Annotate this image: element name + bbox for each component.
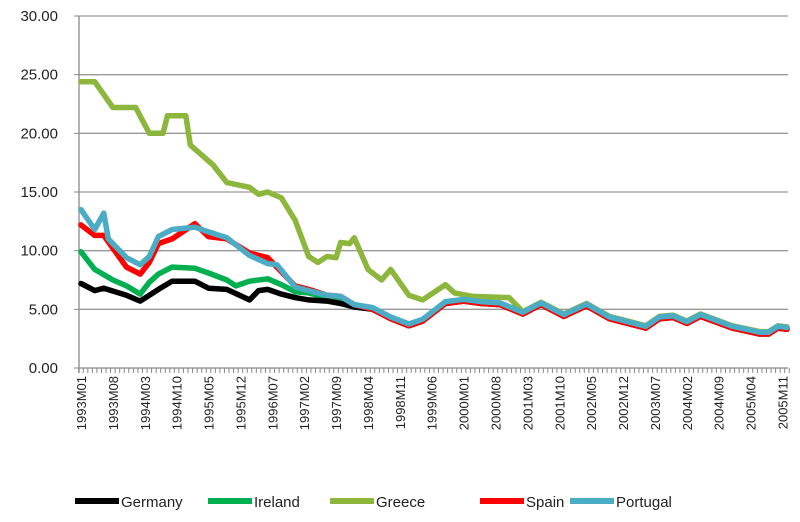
series-lines (78, 78, 790, 337)
x-tick-label: 2002M05 (584, 376, 599, 430)
x-tick-label: 2002M12 (616, 376, 631, 430)
y-axis-ticks: 0.00 5.00 10.00 15.00 20.00 25.00 30.00 (20, 8, 58, 377)
x-tick-label: 2004M09 (712, 376, 727, 430)
y-tick-label: 10.00 (20, 243, 58, 260)
x-tick-label: 2005M11 (775, 376, 790, 429)
x-tick-label: 2000M01 (457, 376, 472, 430)
y-tick-label: 25.00 (20, 67, 58, 84)
legend-label: Germany (121, 494, 183, 511)
legend-item-portugal: Portugal (570, 494, 672, 511)
legend: Greece Ireland Germany Spain Portugal (75, 494, 672, 511)
legend-item-germany: Germany (75, 494, 183, 511)
x-tick-label: 2005M04 (744, 376, 759, 430)
x-tick-label: 1993M08 (106, 376, 121, 430)
legend-label: Spain (526, 494, 564, 511)
y-tick-label: 5.00 (29, 301, 58, 318)
legend-item-spain: Spain (480, 494, 564, 511)
x-tick-label: 2000M08 (488, 376, 503, 430)
x-tick-label: 2003M07 (648, 376, 663, 430)
x-tick-label: 1996M07 (265, 376, 280, 430)
gridlines (74, 15, 788, 373)
legend-label: Ireland (254, 494, 300, 511)
x-tick-label: 2001M03 (520, 376, 535, 430)
x-tick-label: 1998M04 (361, 376, 376, 430)
x-tick-label: 1999M06 (425, 376, 440, 430)
x-tick-label: 1997M02 (297, 376, 312, 430)
x-tick-label: 1997M09 (329, 376, 344, 430)
x-tick-label: 1993M01 (74, 376, 89, 430)
x-tick-label: 1995M05 (202, 376, 217, 430)
legend-label: Greece (376, 494, 425, 511)
legend-label: Portugal (616, 494, 672, 511)
series-line-portugal (78, 206, 790, 335)
y-tick-label: 0.00 (29, 360, 58, 377)
x-tick-label: 2004M02 (680, 376, 695, 430)
x-axis: 1993M01 1993M08 1994M03 1994M10 1995M05 1995M… (74, 368, 790, 430)
y-tick-label: 15.00 (20, 184, 58, 201)
series-line-greece (78, 78, 790, 335)
x-tick-label: 1994M03 (138, 376, 153, 430)
legend-item-greece: Greece (330, 494, 425, 511)
x-tick-label: 1995M12 (233, 376, 248, 430)
x-tick-label: 1994M10 (170, 376, 185, 430)
x-tick-label: 1998M11 (393, 376, 408, 429)
y-tick-label: 30.00 (20, 8, 58, 25)
x-tick-label: 2001M10 (552, 376, 567, 430)
y-tick-label: 20.00 (20, 125, 58, 142)
legend-item-ireland: Ireland (208, 494, 300, 511)
